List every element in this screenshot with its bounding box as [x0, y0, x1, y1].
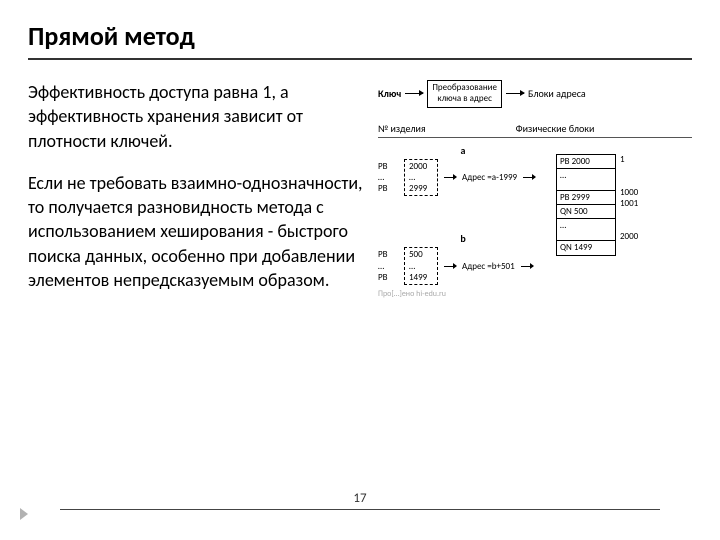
- col-left: № изделия: [378, 122, 426, 135]
- phys-cell: PB 2999: [557, 191, 615, 205]
- diagram-column: Ключ Преобразование ключа в адрес Блоки …: [378, 80, 692, 310]
- footer: 17: [0, 488, 720, 510]
- group-a-row: PB … PB 2000 … 2999 Адрес =a-1999: [378, 159, 548, 197]
- transform-box: Преобразование ключа в адрес: [427, 80, 502, 108]
- arrow-icon: [444, 266, 456, 267]
- formula-a: Адрес =a-1999: [462, 172, 517, 183]
- paragraph-2: Если не требовать взаимно-однозначности,…: [28, 171, 368, 292]
- index-numbers: 1 1000 1001 2000: [620, 154, 648, 256]
- idx-1001: 1001: [620, 198, 648, 209]
- phys-cell: QN 500: [557, 205, 615, 219]
- corner-marker-icon: [20, 508, 28, 520]
- range-box-a: 2000 … 2999: [404, 159, 438, 197]
- arrow-icon: [521, 266, 533, 267]
- groups-column: a PB … PB 2000 … 2999 Адрес =a-1999 b PB…: [378, 144, 548, 300]
- footer-line: [60, 509, 660, 510]
- phys-cell: QN 1499: [557, 241, 615, 254]
- top-flow: Ключ Преобразование ключа в адрес Блоки …: [378, 80, 692, 108]
- col-right: Физические блоки: [516, 122, 595, 135]
- physical-blocks-box: PB 2000 … PB 2999 QN 500 … QN 1499: [556, 154, 616, 256]
- idx-2000: 2000: [620, 231, 648, 242]
- group-b-label: b: [423, 232, 503, 245]
- page-number: 17: [353, 491, 366, 506]
- phys-column: PB 2000 … PB 2999 QN 500 … QN 1499 1 100…: [556, 154, 648, 256]
- slide-title: Прямой метод: [28, 20, 692, 52]
- group-b-row: PB … PB 500 … 1499 Адрес =b+501: [378, 247, 548, 285]
- range-box-b: 500 … 1499: [404, 247, 438, 285]
- idx-1000: 1000: [620, 187, 648, 198]
- watermark-text: Про[…]ено hi-edu.ru: [378, 289, 548, 299]
- group-a-label: a: [423, 144, 503, 157]
- column-headers: № изделия Физические блоки: [378, 122, 692, 135]
- text-column: Эффективность доступа равна 1, а эффекти…: [28, 80, 368, 310]
- phys-cell: …: [557, 169, 615, 191]
- arrow-icon: [405, 93, 423, 94]
- main-diagram: a PB … PB 2000 … 2999 Адрес =a-1999 b PB…: [378, 144, 692, 300]
- phys-cell: PB 2000: [557, 155, 615, 169]
- phys-cell: …: [557, 219, 615, 241]
- pb-labels-b: PB … PB: [378, 249, 398, 283]
- formula-b: Адрес =b+501: [462, 261, 515, 272]
- content-row: Эффективность доступа равна 1, а эффекти…: [28, 80, 692, 310]
- pb-labels-a: PB … PB: [378, 161, 398, 195]
- arrow-icon: [523, 177, 535, 178]
- blocks-label: Блоки адреса: [528, 87, 586, 100]
- idx-1: 1: [620, 154, 648, 165]
- key-label: Ключ: [378, 87, 401, 100]
- paragraph-1: Эффективность доступа равна 1, а эффекти…: [28, 80, 368, 153]
- arrow-icon: [506, 93, 524, 94]
- title-underline: [28, 58, 692, 60]
- divider: [378, 137, 692, 138]
- arrow-icon: [444, 177, 456, 178]
